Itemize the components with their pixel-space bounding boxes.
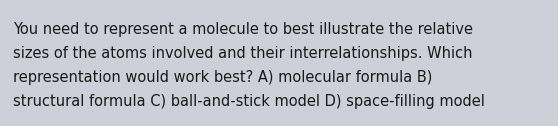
Text: representation would work best? A) molecular formula B): representation would work best? A) molec…: [13, 70, 432, 85]
Text: sizes of the atoms involved and their interrelationships. Which: sizes of the atoms involved and their in…: [13, 46, 473, 61]
Text: structural formula C) ball-and-stick model D) space-filling model: structural formula C) ball-and-stick mod…: [13, 94, 485, 109]
Text: You need to represent a molecule to best illustrate the relative: You need to represent a molecule to best…: [13, 22, 473, 37]
